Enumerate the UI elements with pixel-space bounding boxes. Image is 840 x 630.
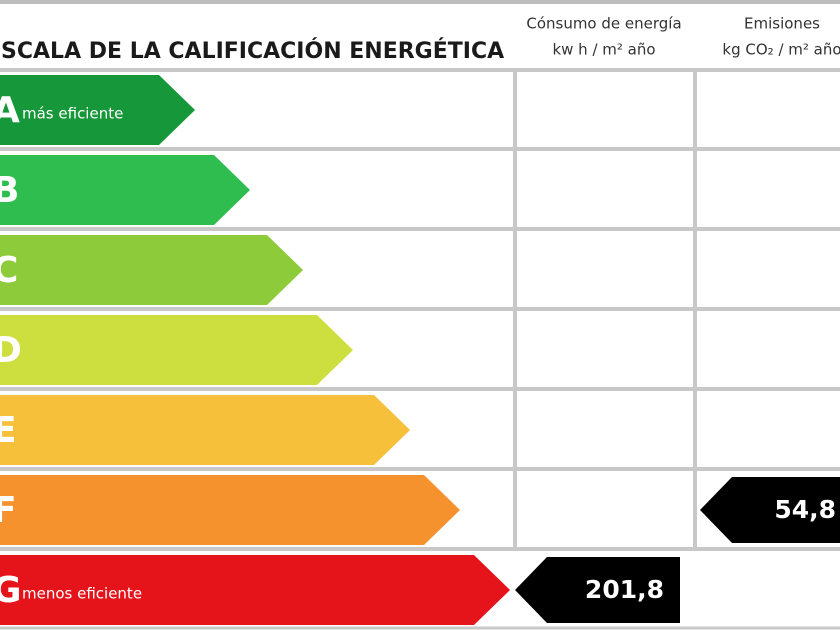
rating-arrow	[0, 475, 460, 545]
rating-letter: C	[0, 250, 18, 291]
rating-arrow	[0, 75, 195, 145]
rating-letter: E	[0, 410, 17, 451]
rating-arrow	[0, 315, 353, 385]
rating-letter: F	[0, 490, 17, 531]
rating-arrow	[0, 395, 410, 465]
rating-arrow	[0, 235, 303, 305]
top-border	[0, 0, 840, 4]
rating-note: más eficiente	[22, 105, 123, 123]
rating-arrow	[0, 155, 250, 225]
rating-note: menos eficiente	[22, 585, 142, 603]
rating-letter: B	[0, 170, 19, 211]
rating-letter: A	[0, 90, 20, 131]
column-header: Cónsumo de energía	[526, 15, 681, 33]
title: ESCALA DE LA CALIFICACIÓN ENERGÉTICA	[0, 38, 504, 64]
rating-letter: D	[0, 330, 22, 371]
indicator-arrow	[515, 557, 680, 623]
indicator-value: 54,8	[774, 495, 836, 524]
indicator-arrow	[700, 477, 840, 543]
rating-arrow	[0, 555, 510, 625]
column-unit: kw h / m² año	[552, 41, 655, 59]
rating-letter: G	[0, 570, 22, 611]
column-header: Emisiones	[744, 15, 820, 33]
indicator-value: 201,8	[585, 575, 664, 604]
column-unit: kg CO₂ / m² año	[722, 41, 840, 59]
